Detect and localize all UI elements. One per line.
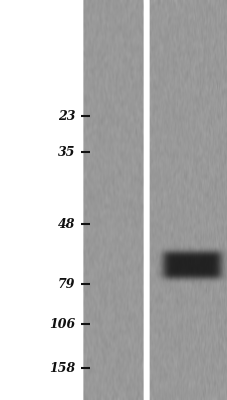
Text: 35: 35 bbox=[57, 146, 75, 158]
Text: 158: 158 bbox=[49, 362, 75, 374]
Text: 23: 23 bbox=[57, 110, 75, 122]
Text: 48: 48 bbox=[57, 218, 75, 230]
Text: 79: 79 bbox=[57, 278, 75, 290]
Text: 106: 106 bbox=[49, 318, 75, 330]
